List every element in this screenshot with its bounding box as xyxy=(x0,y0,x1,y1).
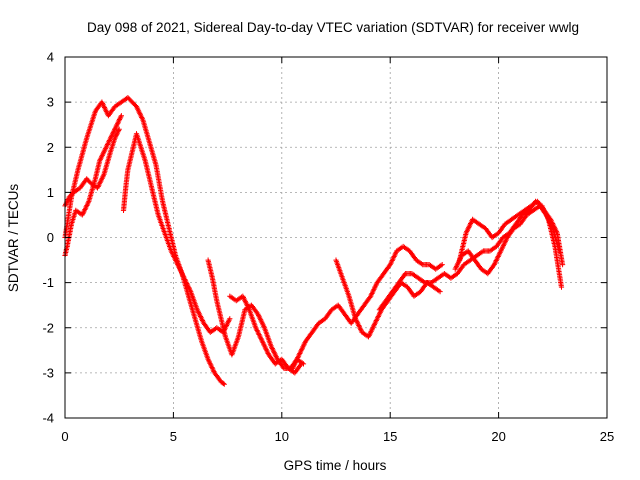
y-tick-label: -4 xyxy=(42,411,54,426)
x-tick-label: 5 xyxy=(170,429,177,444)
series-satellite-track-7 xyxy=(290,243,445,371)
chart-title: Day 098 of 2021, Sidereal Day-to-day VTE… xyxy=(87,20,579,35)
data-markers xyxy=(227,293,304,376)
axis-ticks: 0 5 10 15 20 25 -4 -3 -2 -1 0 1 2 3 4 xyxy=(42,50,614,445)
data-points xyxy=(62,95,566,387)
data-markers xyxy=(62,95,227,387)
x-tick-label: 10 xyxy=(275,429,289,444)
x-tick-label: 0 xyxy=(61,429,68,444)
y-tick-label: 2 xyxy=(47,140,54,155)
y-tick-label: 4 xyxy=(47,50,54,65)
data-markers xyxy=(290,243,445,371)
series-satellite-track-11 xyxy=(452,203,562,277)
x-tick-label: 20 xyxy=(491,429,505,444)
data-markers xyxy=(452,203,562,277)
y-tick-label: 1 xyxy=(47,185,54,200)
data-markers xyxy=(205,257,307,371)
y-tick-label: -2 xyxy=(42,320,54,335)
y-tick-label: 3 xyxy=(47,95,54,110)
series-satellite-track-6 xyxy=(227,293,304,376)
x-tick-label: 25 xyxy=(600,429,614,444)
series-satellite-track-4 xyxy=(120,131,233,335)
data-markers xyxy=(62,126,122,209)
gridlines xyxy=(65,57,607,418)
x-tick-label: 15 xyxy=(383,429,397,444)
x-axis-label: GPS time / hours xyxy=(284,458,387,473)
series-satellite-track-5 xyxy=(205,257,307,371)
data-markers xyxy=(120,131,233,335)
series-satellite-track-3 xyxy=(62,126,122,209)
y-tick-label: -3 xyxy=(42,365,54,380)
y-axis-label: SDTVAR / TECUs xyxy=(6,184,21,293)
series-satellite-track-1 xyxy=(62,95,227,387)
y-tick-label: 0 xyxy=(47,230,54,245)
y-tick-label: -1 xyxy=(42,275,54,290)
